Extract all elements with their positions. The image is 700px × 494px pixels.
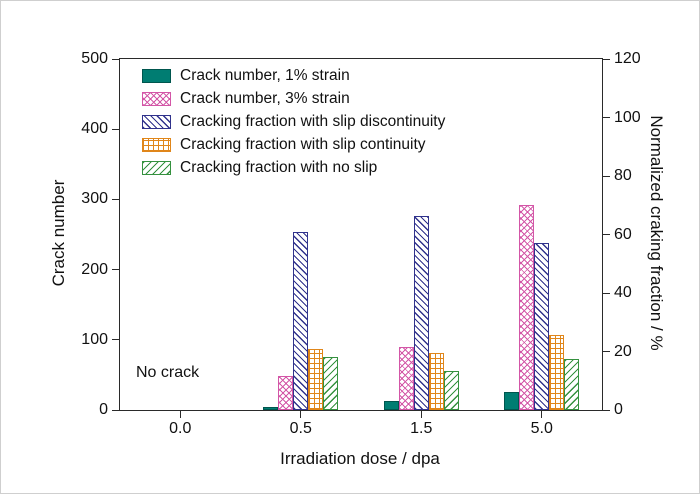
x-axis-tick [300, 411, 302, 418]
x-axis-tick-label: 0.5 [289, 420, 312, 437]
legend-row: Crack number, 3% strain [142, 89, 445, 108]
bar-frac-slip-discontinuity [413, 215, 429, 410]
x-axis-tick-label: 0.0 [169, 420, 192, 437]
legend-label: Crack number, 1% strain [180, 66, 350, 84]
bar-frac-slip-discontinuity [293, 231, 309, 410]
bar-frac-no-slip [323, 357, 339, 410]
bar-crack-3pct [278, 376, 294, 410]
right-axis-tick [603, 292, 610, 294]
left-axis-tick-label: 200 [81, 260, 108, 278]
x-axis-tick [420, 411, 422, 418]
right-axis-tick [603, 351, 610, 353]
right-axis-title: Normalized craking fraction / % [647, 115, 666, 351]
left-axis-tick [112, 128, 119, 130]
right-axis-tick [603, 58, 610, 60]
left-axis-tick-label: 400 [81, 120, 108, 138]
legend-row: Cracking fraction with slip discontinuit… [142, 112, 445, 131]
right-axis-tick-label: 0 [614, 401, 623, 418]
legend-swatch-icon [142, 137, 171, 152]
bar-crack-1pct [383, 400, 399, 410]
right-axis-tick [603, 175, 610, 177]
bar-frac-slip-continuity [308, 348, 324, 410]
legend-swatch-icon [142, 114, 171, 129]
right-axis-tick-label: 60 [614, 225, 632, 243]
right-axis-tick-label: 80 [614, 167, 632, 184]
legend-row: Cracking fraction with slip continuity [142, 135, 445, 154]
left-axis-tick [112, 198, 119, 201]
legend-label: Crack number, 3% strain [180, 89, 350, 107]
left-axis-tick-label: 500 [81, 50, 108, 67]
left-axis-tick-label: 300 [81, 190, 108, 208]
x-axis-tick-label: 1.5 [410, 420, 433, 437]
left-axis-tick [112, 409, 119, 411]
legend-label: Cracking fraction with slip discontinuit… [180, 112, 446, 130]
x-axis-title: Irradiation dose / dpa [280, 449, 440, 468]
bar-crack-1pct [504, 392, 520, 410]
right-axis-tick [603, 234, 610, 236]
bar-frac-slip-continuity [549, 335, 565, 410]
legend-swatch-icon [142, 160, 171, 175]
right-axis-tick-label: 40 [614, 284, 632, 301]
legend-label: Cracking fraction with no slip [180, 158, 378, 176]
no-crack-annotation: No crack [136, 364, 200, 381]
x-axis-tick [179, 411, 181, 418]
bar-frac-no-slip [564, 358, 580, 410]
legend-label: Cracking fraction with slip continuity [180, 135, 426, 153]
legend-swatch-icon [142, 68, 171, 83]
right-axis-tick-label: 120 [614, 50, 641, 67]
left-axis-tick-label: 100 [81, 330, 108, 348]
left-axis-tick [112, 58, 119, 60]
bar-frac-slip-continuity [428, 352, 444, 410]
x-axis-tick-label: 5.0 [530, 420, 553, 437]
left-axis-tick-label: 0 [99, 401, 108, 418]
right-axis-tick-label: 100 [614, 108, 641, 126]
plot-area: Crack number, 1% strain Crack number, 3% … [81, 50, 640, 437]
bar-crack-3pct [398, 346, 414, 410]
bar-crack-3pct [519, 205, 535, 410]
legend: Crack number, 1% strain Crack number, 3% … [142, 66, 445, 177]
bar-frac-slip-discontinuity [534, 243, 550, 410]
x-axis-tick [541, 411, 543, 418]
left-axis-tick [112, 339, 119, 341]
left-axis-tick [112, 269, 119, 271]
right-axis-tick-label: 20 [614, 342, 632, 360]
legend-swatch-icon [142, 91, 171, 106]
right-axis-tick [603, 409, 610, 411]
right-axis-tick [603, 117, 610, 119]
legend-row: Cracking fraction with no slip [142, 158, 445, 177]
legend-row: Crack number, 1% strain [142, 66, 445, 85]
bar-frac-no-slip [443, 370, 459, 410]
bar-crack-1pct [263, 406, 279, 410]
